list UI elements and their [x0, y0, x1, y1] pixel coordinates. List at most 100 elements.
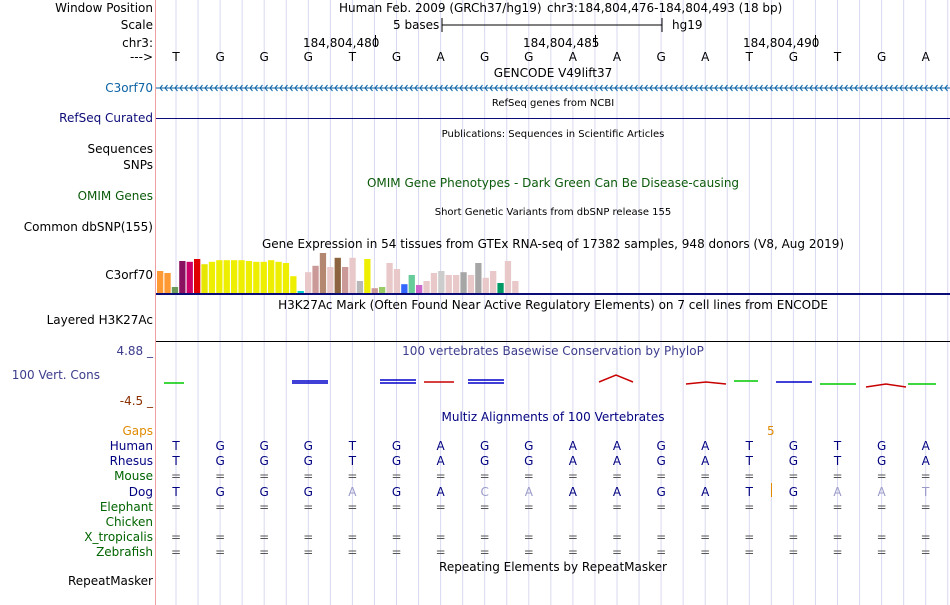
alignment-base: =	[744, 545, 755, 560]
gtex-tissue-bar[interactable]	[171, 287, 179, 293]
gtex-tissue-bar[interactable]	[408, 275, 415, 293]
gtex-tissue-bar[interactable]	[201, 264, 208, 293]
gtex-tissue-bar[interactable]	[157, 271, 164, 293]
alignment-base: =	[744, 469, 755, 484]
gtex-tissue-bar[interactable]	[334, 257, 341, 293]
publications-snps-label[interactable]: SNPs	[123, 158, 153, 172]
alignment-base: =	[303, 499, 314, 514]
gtex-tissue-bar[interactable]	[223, 260, 230, 293]
gtex-tissue-bar[interactable]	[245, 261, 253, 293]
gtex-tissue-bar[interactable]	[460, 272, 467, 293]
alignment-base: =	[259, 530, 270, 545]
h3k27ac-track-label[interactable]: Layered H3K27Ac	[46, 313, 153, 327]
species-label-rhesus[interactable]: Rhesus	[109, 454, 153, 469]
alignment-base: =	[832, 530, 843, 545]
gtex-tissue-bar[interactable]	[194, 259, 201, 293]
gtex-tissue-bar[interactable]	[371, 288, 378, 293]
alignment-base: G	[480, 439, 490, 453]
alignment-base: A	[701, 454, 710, 469]
alignment-base: =	[832, 469, 843, 484]
gtex-tissue-bar[interactable]	[497, 283, 504, 293]
gtex-tissue-bar[interactable]	[342, 267, 349, 293]
species-label-zebrafish[interactable]: Zebrafish	[96, 545, 153, 560]
gtex-tissue-bar[interactable]	[401, 284, 408, 293]
species-label-chicken[interactable]: Chicken	[105, 515, 153, 529]
alignment-base: G	[391, 454, 402, 469]
gtex-tissue-bar[interactable]	[423, 281, 430, 293]
alignment-base: =	[347, 469, 358, 484]
species-label-dog[interactable]: Dog	[128, 484, 153, 499]
species-label-x_tropicalis[interactable]: X_tropicalis	[84, 530, 153, 545]
gtex-tissue-bar[interactable]	[268, 260, 275, 293]
gtex-tissue-bar[interactable]	[379, 287, 386, 293]
ruler-tick-mark-3	[815, 35, 816, 47]
refseq-track-label[interactable]: RefSeq Curated	[59, 111, 153, 125]
gtex-tissue-bar[interactable]	[312, 265, 319, 293]
publications-sequences-label[interactable]: Sequences	[87, 142, 153, 156]
gtex-tissue-bar[interactable]	[290, 276, 297, 293]
gtex-bar-chart[interactable]	[156, 252, 950, 294]
gtex-tissue-bar[interactable]	[356, 281, 364, 293]
gtex-tissue-bar[interactable]	[512, 281, 519, 293]
gtex-tissue-bar[interactable]	[231, 260, 238, 293]
alignment-base: =	[215, 499, 226, 514]
omim-track-label[interactable]: OMIM Genes	[77, 189, 153, 203]
gtex-track-label[interactable]: C3orf70	[105, 268, 153, 282]
alignment-base: A	[921, 439, 930, 453]
alignment-base: A	[877, 484, 886, 499]
alignment-base: =	[479, 530, 490, 545]
gtex-tissue-bar[interactable]	[416, 285, 423, 293]
alignment-base: =	[391, 499, 402, 514]
gtex-tissue-bar[interactable]	[364, 259, 371, 293]
gtex-tissue-bar[interactable]	[438, 271, 445, 293]
sequence-base: A	[436, 50, 445, 64]
gtex-tissue-bar[interactable]	[453, 275, 460, 293]
repeatmasker-track-label[interactable]: RepeatMasker	[67, 574, 153, 588]
species-label-mouse[interactable]: Mouse	[114, 469, 153, 484]
alignment-base: =	[215, 530, 226, 545]
gtex-tissue-bar[interactable]	[208, 261, 216, 293]
gtex-tissue-bar[interactable]	[238, 260, 245, 293]
gtex-tissue-bar[interactable]	[430, 273, 438, 293]
gtex-tissue-bar[interactable]	[349, 257, 356, 293]
gtex-tissue-bar[interactable]	[186, 261, 193, 293]
gtex-tissue-bar[interactable]	[475, 263, 482, 293]
gtex-tissue-bar[interactable]	[164, 273, 171, 293]
gencode-gene-feature[interactable]	[156, 82, 950, 94]
gtex-tissue-bar[interactable]	[467, 275, 475, 293]
gtex-tissue-bar[interactable]	[275, 261, 282, 293]
gtex-tissue-bar[interactable]	[253, 261, 260, 293]
gencode-track-label[interactable]: C3orf70	[105, 81, 153, 95]
alignment-base: G	[876, 454, 887, 469]
gtex-tissue-bar[interactable]	[504, 261, 512, 293]
gtex-tissue-bar[interactable]	[386, 263, 393, 293]
gtex-tissue-bar[interactable]	[179, 261, 186, 293]
gtex-tissue-bar[interactable]	[305, 272, 312, 293]
species-label-human[interactable]: Human	[109, 439, 153, 453]
gtex-tissue-bar[interactable]	[319, 253, 327, 293]
alignment-base: T	[172, 454, 180, 469]
species-label-elephant[interactable]: Elephant	[99, 499, 153, 514]
alignment-base: G	[524, 439, 534, 453]
gtex-tissue-bar[interactable]	[393, 269, 401, 293]
gtex-tissue-bar[interactable]	[327, 267, 334, 293]
alignment-base: =	[876, 530, 887, 545]
gtex-tissue-bar[interactable]	[490, 271, 497, 293]
alignment-base: =	[170, 499, 182, 514]
gtex-tissue-bar[interactable]	[282, 263, 290, 293]
phylop-track-label[interactable]: 100 Vert. Cons	[11, 368, 100, 382]
gtex-tissue-bar[interactable]	[260, 261, 267, 293]
gtex-tissue-bar[interactable]	[482, 277, 489, 293]
refseq-gene-feature[interactable]	[156, 118, 950, 119]
gtex-tissue-bar[interactable]	[216, 260, 223, 293]
alignment-base: T	[745, 439, 753, 453]
alignment-base: G	[876, 439, 887, 453]
alignment-base: T	[348, 454, 357, 469]
window-position-label: Window Position	[55, 1, 153, 15]
gtex-tissue-bar[interactable]	[445, 275, 452, 293]
gtex-tissue-bar[interactable]	[297, 291, 304, 293]
dbsnp-track-label[interactable]: Common dbSNP(155)	[23, 220, 153, 234]
sequence-base: G	[876, 50, 887, 64]
phylop-conservation-plot[interactable]	[156, 370, 950, 394]
alignment-base: G	[303, 454, 313, 469]
